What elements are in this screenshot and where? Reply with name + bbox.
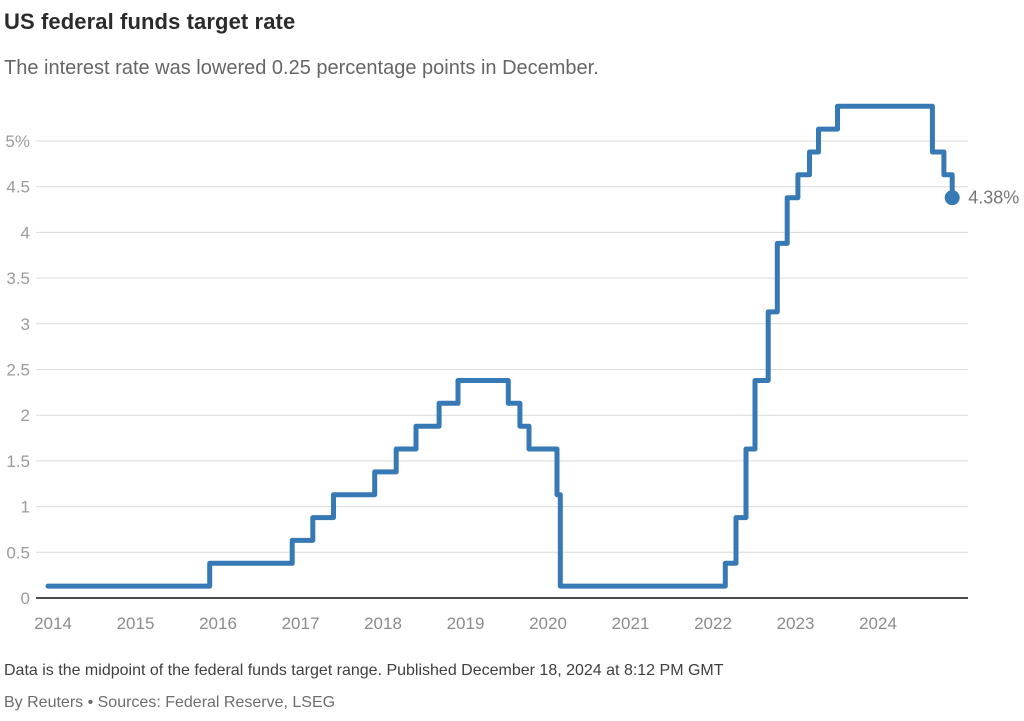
x-tick-label: 2016 xyxy=(199,614,237,633)
rate-step-line xyxy=(45,103,955,589)
x-tick-label: 2014 xyxy=(34,614,72,633)
x-tick-label: 2018 xyxy=(364,614,402,633)
x-tick-label: 2022 xyxy=(694,614,732,633)
y-tick-label: 2.5 xyxy=(6,361,30,380)
footer-byline: By Reuters • Sources: Federal Reserve, L… xyxy=(4,694,336,711)
x-tick-label: 2020 xyxy=(529,614,567,633)
y-tick-label: 2 xyxy=(21,406,30,425)
x-tick-label: 2017 xyxy=(282,614,320,633)
fed-funds-rate-step-chart: 0 0.5 1 1.5 2 2.5 3 3.5 4 4.5 5% 2014 2015 2016 2017 20… xyxy=(5,103,1019,633)
x-tick-label: 2023 xyxy=(777,614,815,633)
footer-note: Data is the midpoint of the federal fund… xyxy=(4,662,724,679)
y-tick-label: 3 xyxy=(21,315,30,334)
y-tick-label: 4 xyxy=(21,223,30,242)
chart-title: US federal funds target rate xyxy=(4,9,296,34)
y-tick-label: 4.5 xyxy=(6,178,30,197)
y-tick-label: 5% xyxy=(5,132,30,151)
x-tick-label: 2021 xyxy=(612,614,650,633)
x-tick-label: 2024 xyxy=(859,614,897,633)
y-tick-label: 0 xyxy=(21,589,30,608)
chart-subtitle: The interest rate was lowered 0.25 perce… xyxy=(4,57,599,79)
y-tick-label: 1.5 xyxy=(6,452,30,471)
y-tick-label: 0.5 xyxy=(6,543,30,562)
y-tick-label: 3.5 xyxy=(6,269,30,288)
endpoint-value-label: 4.38% xyxy=(968,188,1019,208)
x-tick-label: 2015 xyxy=(117,614,155,633)
endpoint-dot xyxy=(944,190,960,206)
y-tick-label: 1 xyxy=(21,498,30,517)
x-tick-label: 2019 xyxy=(447,614,485,633)
